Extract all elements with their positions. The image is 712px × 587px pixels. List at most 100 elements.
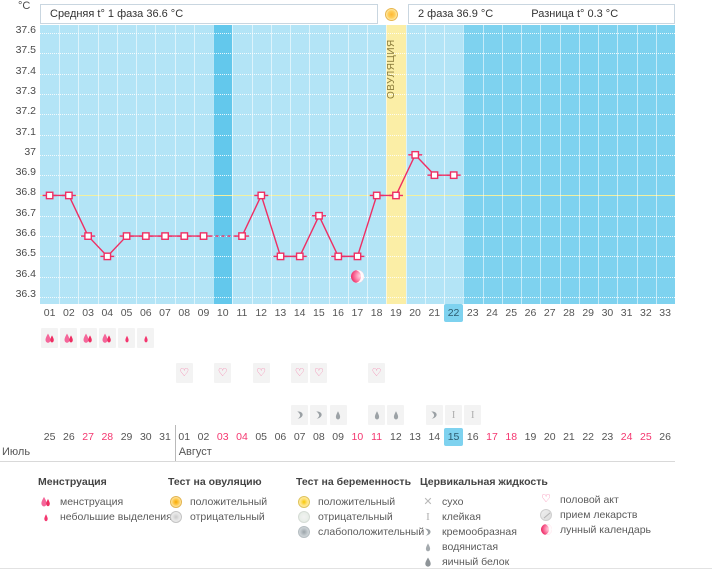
calendar-date-cell[interactable]: 21	[563, 431, 575, 443]
symbol-cell[interactable]	[232, 362, 251, 384]
bbt-plot-area[interactable]: ОВУЛЯЦИЯ	[40, 25, 675, 304]
calendar-date-cell[interactable]: 12	[389, 431, 402, 443]
cycle-day-cell[interactable]: 21	[428, 307, 441, 319]
symbol-cell[interactable]	[617, 404, 636, 426]
symbol-cell[interactable]	[271, 362, 290, 384]
calendar-date-cell[interactable]: 18	[505, 431, 518, 443]
symbol-cell[interactable]	[405, 362, 424, 384]
symbol-cell[interactable]	[405, 327, 424, 349]
cycle-day-cell[interactable]: 24	[486, 307, 498, 319]
symbol-cell[interactable]	[348, 404, 367, 426]
symbol-cell[interactable]	[194, 404, 213, 426]
calendar-date-cell[interactable]: 16	[466, 431, 479, 443]
calendar-date-cell[interactable]: 02	[197, 431, 210, 443]
calendar-date-cell[interactable]: 06	[274, 431, 287, 443]
calendar-date-cell[interactable]: 24	[620, 431, 633, 443]
symbol-cell[interactable]	[155, 327, 174, 349]
calendar-date-cell[interactable]: 26	[659, 431, 671, 443]
symbol-cell[interactable]	[598, 404, 617, 426]
symbol-cell[interactable]	[559, 327, 578, 349]
cycle-day-cell[interactable]: 05	[120, 307, 133, 319]
cycle-day-cell[interactable]: 14	[293, 307, 306, 319]
symbol-cell[interactable]	[636, 327, 655, 349]
symbol-cell[interactable]	[40, 362, 59, 384]
cycle-day-cell[interactable]: 25	[505, 307, 518, 319]
symbol-cell[interactable]	[425, 362, 444, 384]
symbol-cell[interactable]	[405, 404, 424, 426]
cycle-day-cell[interactable]: 26	[524, 307, 537, 319]
cycle-day-cell[interactable]: 13	[274, 307, 287, 319]
cycle-day-cell[interactable]: 12	[255, 307, 268, 319]
symbol-cell[interactable]	[155, 404, 174, 426]
symbol-cell[interactable]	[175, 404, 194, 426]
symbol-cell[interactable]	[367, 404, 386, 426]
symbol-cell[interactable]	[98, 404, 117, 426]
symbol-cell[interactable]	[194, 327, 213, 349]
symbol-cell[interactable]	[59, 404, 78, 426]
symbol-cell[interactable]: ♡	[290, 362, 309, 384]
symbol-cell[interactable]	[559, 404, 578, 426]
symbol-cell[interactable]	[329, 362, 348, 384]
calendar-date-cell[interactable]: 23	[601, 431, 614, 443]
calendar-date-cell[interactable]: 04	[236, 431, 248, 443]
symbol-cell[interactable]	[579, 404, 598, 426]
symbol-cell[interactable]	[367, 327, 386, 349]
calendar-date-cell[interactable]: 25	[43, 431, 56, 443]
cycle-day-axis[interactable]: 01 02 03 04 05 06 07 08 09 10 11 12 13 14 15 16 17 18 19 20…	[40, 304, 675, 322]
symbol-cell[interactable]	[309, 327, 328, 349]
symbol-cell[interactable]	[117, 327, 136, 349]
cycle-day-cell[interactable]: 17	[351, 307, 364, 319]
symbol-cell[interactable]	[232, 327, 251, 349]
symbol-cell[interactable]	[636, 404, 655, 426]
symbol-cell[interactable]	[444, 362, 463, 384]
symbol-cell[interactable]	[78, 327, 97, 349]
symbol-cell[interactable]: ♡	[252, 362, 271, 384]
symbol-cell[interactable]	[40, 404, 59, 426]
calendar-date-cell[interactable]: 30	[139, 431, 152, 443]
symbol-cell[interactable]	[540, 327, 559, 349]
symbol-cell[interactable]: I	[463, 404, 482, 426]
menstruation-row[interactable]	[40, 327, 675, 349]
symbol-cell[interactable]	[656, 362, 675, 384]
symbol-cell[interactable]	[425, 327, 444, 349]
cycle-day-cell[interactable]: 27	[543, 307, 556, 319]
calendar-date-cell[interactable]: 22	[582, 431, 595, 443]
calendar-date-cell[interactable]: 31	[159, 431, 171, 443]
calendar-date-cell[interactable]: 05	[255, 431, 268, 443]
symbol-cell[interactable]	[194, 362, 213, 384]
symbol-cell[interactable]	[579, 362, 598, 384]
cycle-day-cell[interactable]: 02	[63, 307, 75, 319]
cycle-day-cell[interactable]: 06	[139, 307, 152, 319]
calendar-date-cell[interactable]: 08	[313, 431, 325, 443]
symbol-cell[interactable]	[175, 327, 194, 349]
calendar-date-cell[interactable]: 20	[543, 431, 556, 443]
symbol-cell[interactable]	[598, 327, 617, 349]
symbol-cell[interactable]	[309, 404, 328, 426]
calendar-date-cell[interactable]: 28	[101, 431, 114, 443]
calendar-date-cell[interactable]: 10	[351, 431, 364, 443]
symbol-cell[interactable]	[252, 327, 271, 349]
symbol-cell[interactable]	[482, 362, 501, 384]
symbol-cell[interactable]	[252, 404, 271, 426]
symbol-cell[interactable]	[59, 362, 78, 384]
symbol-cell[interactable]: I	[444, 404, 463, 426]
symbol-cell[interactable]	[636, 362, 655, 384]
symbol-cell[interactable]	[136, 404, 155, 426]
symbol-cell[interactable]	[213, 327, 232, 349]
cycle-day-cell[interactable]: 16	[332, 307, 344, 319]
symbol-cell[interactable]	[482, 404, 501, 426]
symbol-cell[interactable]	[98, 327, 117, 349]
cycle-day-cell[interactable]: 07	[159, 307, 171, 319]
symbol-cell[interactable]	[117, 404, 136, 426]
symbol-cell[interactable]	[117, 362, 136, 384]
cycle-day-cell[interactable]: 18	[370, 307, 383, 319]
cycle-day-cell[interactable]: 01	[43, 307, 56, 319]
symbol-cell[interactable]	[386, 327, 405, 349]
cycle-day-cell[interactable]: 33	[659, 307, 671, 319]
cycle-day-cell[interactable]: 08	[178, 307, 191, 319]
symbol-cell[interactable]	[598, 362, 617, 384]
cycle-day-cell[interactable]: 31	[620, 307, 633, 319]
symbol-cell[interactable]	[348, 362, 367, 384]
cycle-day-cell[interactable]: 09	[197, 307, 210, 319]
symbol-cell[interactable]	[521, 362, 540, 384]
